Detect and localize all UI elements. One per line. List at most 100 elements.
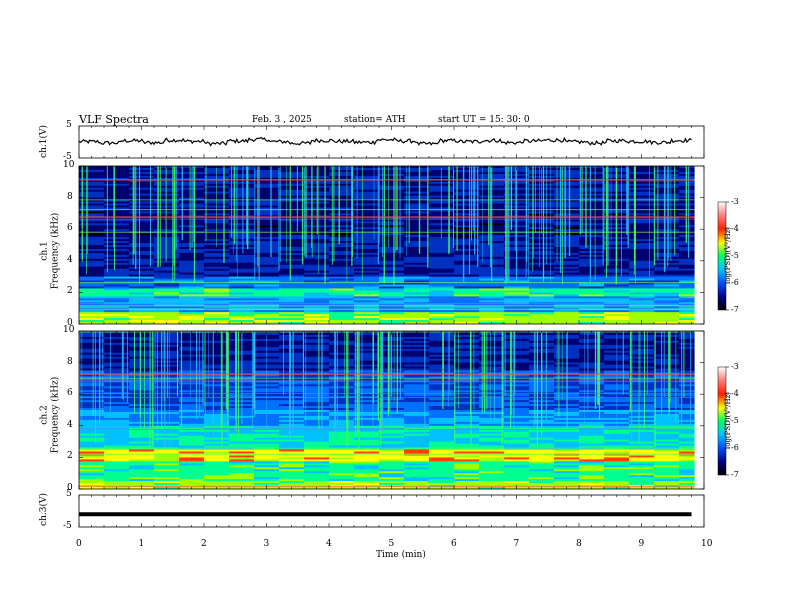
ch2-spectrogram-cell xyxy=(79,437,105,441)
ch2-spectrogram-cell xyxy=(504,360,530,364)
ch2-spectrogram-cell xyxy=(454,394,480,397)
ch2-spectrogram-cell xyxy=(379,410,405,413)
ch2-spectrogram-cell xyxy=(404,394,430,397)
ch2-spectrogram-cell xyxy=(279,400,305,403)
ch1-spectrogram-cell xyxy=(254,219,280,222)
ch2-spectrogram-cell xyxy=(429,382,455,385)
ch2-spectrogram-cell xyxy=(479,431,505,435)
ch1-spectrogram-cell xyxy=(454,191,480,195)
ch2-spectrogram-cell xyxy=(504,386,530,389)
ch2-spectrogram-cell xyxy=(204,457,230,460)
ch2-spectrogram-cell xyxy=(654,388,680,391)
ch2-spectrogram-cell xyxy=(329,358,355,362)
ch2-spectrogram-cell xyxy=(429,346,455,350)
ch1-spectrogram-cell xyxy=(654,201,680,204)
ch1-spectrogram-cell xyxy=(529,241,555,244)
axis-ticks xyxy=(78,126,729,527)
ch1-spectrogram-cell xyxy=(454,278,480,281)
ch1-spectrogram-cell xyxy=(229,266,255,270)
colorbar-tick-label: -4 xyxy=(731,389,739,398)
ch1-spectrogram-cell xyxy=(429,197,455,200)
ch2-spectrogram-cell xyxy=(479,463,505,466)
ch2-spectrogram-cell xyxy=(554,368,580,371)
ch2-spectrogram-cell xyxy=(629,368,655,371)
ch1-spectrogram-cell xyxy=(654,314,680,317)
ch2-spectrogram-cell xyxy=(654,443,680,446)
ch2-spectrogram-cell xyxy=(329,429,355,433)
ch2-spectrogram-cell xyxy=(279,408,305,411)
ch2-spectrogram-cell xyxy=(79,417,105,421)
ch1-spectrogram-cell xyxy=(304,284,330,287)
ch2-spectrogram-cell xyxy=(604,461,630,464)
ch1-spectrogram-cell xyxy=(454,262,480,266)
ch1-spectrogram-cell xyxy=(379,199,405,202)
ch1-spectrogram-cell xyxy=(79,221,105,224)
ch2-spectrogram-cell xyxy=(654,483,680,486)
ch1-spectrogram-cell xyxy=(129,203,155,206)
ch1-spectrogram-cell xyxy=(254,179,280,183)
ch1-spectrogram-cell xyxy=(79,225,105,228)
ch1-spectrogram-cell xyxy=(379,187,405,191)
ch2-spectrogram-cell xyxy=(579,449,605,452)
ch2-spectrogram-cell xyxy=(154,447,180,450)
ch1-spectrogram-cell xyxy=(104,169,130,173)
ch1-spectrogram-cell xyxy=(429,223,455,226)
ch2-spectrogram-cell xyxy=(679,461,704,464)
ch1-spectrogram-cell xyxy=(279,280,305,283)
ch1-spectrogram-cell xyxy=(654,312,680,315)
ch2-spectrogram-cell xyxy=(654,441,680,444)
ch1-spectrogram-cell xyxy=(529,258,555,262)
ch2-spectrogram-cell xyxy=(329,461,355,464)
ch2-spectrogram-cell xyxy=(179,376,205,379)
ch1-spectrogram-cell xyxy=(654,298,680,301)
ch1-spectrogram-cell xyxy=(579,239,605,242)
ch2-spectrogram-cell xyxy=(354,439,380,443)
ch1-spectrogram-cell xyxy=(579,260,605,264)
ch2-spectrogram-cell xyxy=(454,449,480,452)
ch1-spectrogram-cell xyxy=(104,227,130,230)
ch1-spectrogram-cell xyxy=(629,191,655,195)
ch1-spectrogram-cell xyxy=(254,264,280,268)
ch2-spectrogram-cell xyxy=(154,334,180,338)
ch1-spectrogram-cell xyxy=(304,258,330,262)
ch1-spectrogram-cell xyxy=(354,243,380,246)
ch2-spectrogram-cell xyxy=(154,394,180,397)
ch2-spectrogram-cell xyxy=(179,431,205,435)
ch1-spectrogram-cell xyxy=(429,211,455,214)
ch2-spectrogram-cell xyxy=(229,477,255,480)
ch2-spectrogram-cell xyxy=(504,415,530,419)
ch2-spectrogram-cell xyxy=(79,376,105,379)
ch1-spectrogram-cell xyxy=(554,169,580,173)
ch1-spectrogram-cell xyxy=(379,201,405,204)
ch1-spectrogram-cell xyxy=(354,282,380,285)
ch2-spectrogram-cell xyxy=(304,366,330,369)
ch1-spectrogram-cell xyxy=(629,197,655,200)
ch1-spectrogram-cell xyxy=(379,250,405,254)
ch2-spectrogram-cell xyxy=(429,398,455,401)
ch2-spectrogram-cell xyxy=(329,336,355,340)
ch2-spectrogram-cell xyxy=(679,437,704,441)
ch1-spectrogram-cell xyxy=(279,294,305,297)
ch2-spectrogram-cell xyxy=(329,433,355,437)
ch2-spectrogram-cell xyxy=(429,334,455,338)
ch2-spectrogram-cell xyxy=(454,441,480,444)
ch2-spectrogram-cell xyxy=(104,362,130,365)
ch1-spectrogram-cell xyxy=(304,298,330,301)
ch1-spectrogram-cell xyxy=(79,167,105,171)
ch2-spectrogram-cell xyxy=(579,362,605,365)
ch2-spectrogram-cell xyxy=(429,370,455,373)
ch1-spectrogram-cell xyxy=(329,193,355,197)
ch1-spectrogram-cell xyxy=(279,282,305,285)
ch1-spectrogram-cell xyxy=(679,306,704,309)
ch2-spectrogram-cell xyxy=(279,473,305,476)
ch1-spectrogram-cell xyxy=(429,254,455,258)
ch2-spectrogram-cell xyxy=(179,419,205,423)
ch1-spectrogram-cell xyxy=(554,235,580,238)
ch1-spectrogram-cell xyxy=(554,183,580,187)
ch2-spectrogram-cell xyxy=(79,419,105,423)
ch1-spectrogram-cell xyxy=(404,243,430,246)
ch1-spectrogram-cell xyxy=(654,248,680,252)
ch1-spectrogram-cell xyxy=(604,286,630,289)
ch1-spectrogram-cell xyxy=(204,254,230,258)
ch1-spectrogram-cell xyxy=(429,195,455,199)
